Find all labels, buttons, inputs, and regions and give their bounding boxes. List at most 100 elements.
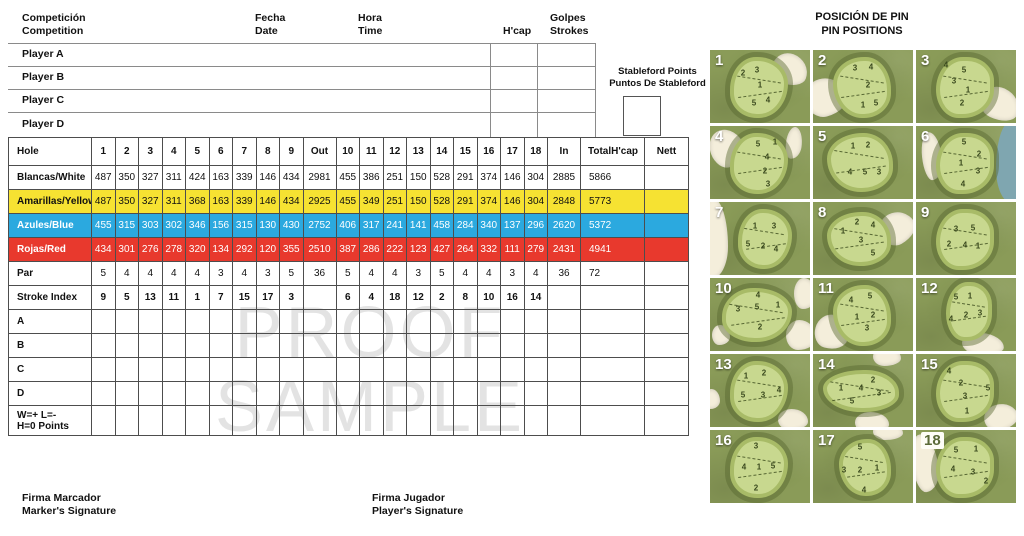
grid-cell: 455 <box>91 213 115 237</box>
grid-cell: 4 <box>138 261 162 285</box>
row-label: Stroke Index <box>9 285 91 309</box>
grid-cell: 303 <box>138 213 162 237</box>
pin-zone-number: 5 <box>862 167 868 177</box>
pin-tile-hole-17: 5 3 2 1 4 17 <box>813 430 913 503</box>
grid-cell: 123 <box>406 237 430 261</box>
pin-zone-number: 1 <box>775 300 781 310</box>
pin-zone-number: 3 <box>962 391 968 401</box>
grid-cell: 10 <box>476 285 500 309</box>
grid-cell <box>138 381 162 405</box>
pin-zone-number: 4 <box>764 152 770 162</box>
grid-cell: 374 <box>476 165 500 189</box>
bunker <box>786 320 810 350</box>
grid-cell <box>185 405 209 435</box>
pin-zone-number: 5 <box>745 239 751 249</box>
grid-cell: 311 <box>161 165 185 189</box>
hole-number: 5 <box>818 128 827 145</box>
grid-cell: 12 <box>406 285 430 309</box>
putting-green <box>823 370 899 413</box>
grid-cell <box>500 405 524 435</box>
grid-cell <box>138 309 162 333</box>
score-table: Hole 1 2 3 4 5 6 7 8 9 Out 10 11 12 13 14 15 16 17 18 In Tota… <box>8 137 689 436</box>
in-cell: 2620 <box>547 213 580 237</box>
grid-cell <box>406 309 430 333</box>
grid-cell: 296 <box>523 213 547 237</box>
grid-cell <box>185 357 209 381</box>
nett-cell <box>644 237 688 261</box>
grid-cell <box>429 405 453 435</box>
grid-cell: 15 <box>232 285 256 309</box>
total-cell <box>580 381 644 405</box>
row-label: C <box>9 357 91 381</box>
in-cell <box>547 333 580 357</box>
grid-cell <box>476 357 500 381</box>
pin-zone-number: 2 <box>959 98 965 108</box>
grid-cell: 17 <box>255 285 279 309</box>
grid-cell <box>382 381 406 405</box>
grid-cell: 5 <box>91 261 115 285</box>
hole-number: 6 <box>921 128 930 145</box>
grid-cell: 4 <box>161 261 185 285</box>
grid-cell <box>161 309 185 333</box>
hole-number-header: 4 <box>161 138 186 165</box>
total-cell <box>580 357 644 381</box>
grid-cell <box>335 309 359 333</box>
hole-number: 4 <box>715 128 724 145</box>
pin-zone-number: 1 <box>964 406 970 416</box>
putting-green <box>833 56 891 118</box>
grid-cell: 311 <box>161 189 185 213</box>
pin-zone-number: 1 <box>860 100 866 110</box>
pin-zone-number: 4 <box>948 314 954 324</box>
grid-cell <box>208 333 232 357</box>
grid-cell: 146 <box>500 189 524 213</box>
hole-number-header: 15 <box>453 138 477 165</box>
grid-cell: 3 <box>208 261 232 285</box>
grid-cell: 1 <box>185 285 209 309</box>
grid-cell: 339 <box>232 165 256 189</box>
out-cell <box>302 285 336 309</box>
grid-cell <box>279 333 303 357</box>
grid-cell <box>500 357 524 381</box>
strokes-label: Golpes Strokes <box>550 12 589 37</box>
pin-zone-number: 5 <box>770 461 776 471</box>
hole-number: 2 <box>818 52 827 69</box>
grid-cell: 5 <box>279 261 303 285</box>
hole-number: 3 <box>921 52 930 69</box>
grid-cell <box>185 309 209 333</box>
table-row: W=+ L=- H=0 Points <box>9 405 688 435</box>
grid-cell <box>161 381 185 405</box>
grid-cell <box>114 357 138 381</box>
grid-cell <box>232 333 256 357</box>
in-cell <box>547 357 580 381</box>
grid-cell: 332 <box>476 237 500 261</box>
grid-cell: 340 <box>476 213 500 237</box>
grid-cell <box>255 333 279 357</box>
grid-cell: 146 <box>255 189 279 213</box>
pin-zone-number: 3 <box>841 465 847 475</box>
nett-cell <box>644 333 688 357</box>
grid-cell: 156 <box>208 213 232 237</box>
grid-cell <box>279 357 303 381</box>
pin-zone-number: 2 <box>760 241 766 251</box>
hole-number-header: 3 <box>138 138 162 165</box>
bunker <box>710 389 720 410</box>
water-hazard <box>996 126 1016 199</box>
grid-cell <box>476 333 500 357</box>
grid-cell <box>208 357 232 381</box>
grid-cell <box>500 333 524 357</box>
row-label: Blancas/White <box>9 165 91 189</box>
grid-cell: 286 <box>359 237 383 261</box>
out-cell: 2925 <box>302 189 336 213</box>
grid-cell: 14 <box>523 285 547 309</box>
grid-cell: 3 <box>255 261 279 285</box>
grid-cell <box>453 405 477 435</box>
pin-zone-number: 5 <box>870 248 876 258</box>
grid-cell <box>406 381 430 405</box>
pin-zone-number: 5 <box>961 65 967 75</box>
grid-cell: 4 <box>359 285 383 309</box>
grid-cell <box>114 381 138 405</box>
pin-zone-number: 4 <box>950 464 956 474</box>
row-label: Par <box>9 261 91 285</box>
grid-cell: 3 <box>500 261 524 285</box>
